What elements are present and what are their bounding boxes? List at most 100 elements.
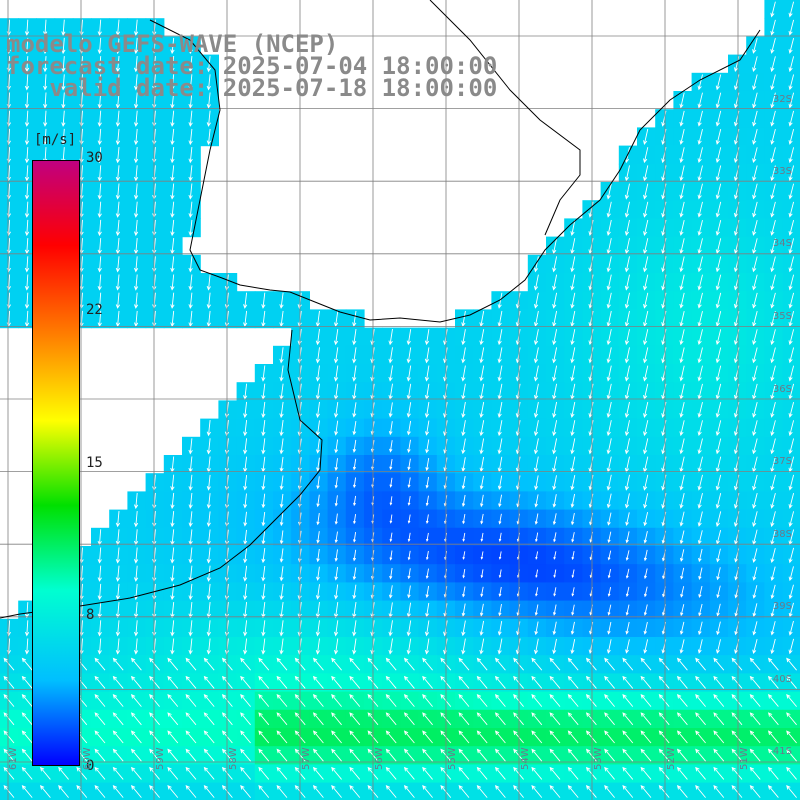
wind-arrow [206, 110, 211, 127]
wind-arrow [462, 551, 466, 560]
wind-arrow [697, 274, 703, 291]
wind-arrow [752, 165, 758, 182]
wind-arrow [788, 566, 794, 582]
wind-arrow [21, 730, 33, 744]
wind-arrow [476, 785, 488, 798]
wind-arrow [588, 493, 594, 509]
wind-arrow [770, 547, 776, 564]
wind-arrow [188, 256, 193, 273]
wind-arrow [333, 638, 339, 655]
wind-arrow [494, 712, 506, 726]
wind-arrow [788, 238, 795, 255]
wind-arrow [407, 568, 411, 580]
wind-arrow [497, 365, 503, 382]
wind-arrow [203, 730, 215, 744]
wind-arrow [679, 365, 685, 382]
wind-arrow [170, 183, 175, 200]
wind-arrow [752, 183, 758, 200]
wind-arrow [221, 657, 233, 671]
wind-arrow [570, 256, 576, 273]
wind-arrow [588, 219, 594, 236]
wind-arrow [461, 457, 466, 472]
wind-cell [782, 764, 800, 784]
wind-arrow [715, 474, 722, 491]
wind-arrow [315, 420, 320, 436]
wind-arrow [170, 128, 175, 146]
wind-arrow [625, 568, 630, 579]
wind-arrow [767, 675, 779, 689]
wind-arrow [643, 604, 648, 616]
wind-arrow [643, 420, 649, 437]
wind-arrow [676, 766, 688, 780]
lon-label-53w: 53W [593, 747, 604, 770]
wind-arrow [388, 638, 393, 655]
wind-arrow [643, 219, 649, 236]
wind-arrow [21, 785, 33, 798]
wind-arrow [188, 492, 193, 509]
wind-arrow [279, 493, 284, 509]
wind-arrow [312, 785, 324, 798]
wind-arrow [461, 365, 466, 382]
wind-arrow [658, 766, 670, 780]
wind-cell [782, 709, 800, 729]
wind-arrow [585, 785, 597, 798]
wind-arrow [640, 675, 652, 689]
wind-arrow [352, 329, 357, 346]
wind-arrow [752, 603, 758, 618]
wind-arrow [480, 494, 484, 508]
wind-arrow [279, 365, 284, 382]
colorbar-tick-15: 15 [86, 455, 103, 471]
wind-arrow [788, 37, 795, 54]
wind-arrow [588, 401, 594, 418]
wind-arrow [3, 766, 15, 780]
wind-arrow [552, 475, 557, 491]
wind-arrow [188, 56, 193, 73]
wind-arrow [133, 183, 139, 200]
wind-arrow [349, 675, 361, 689]
wind-arrow [549, 712, 561, 726]
wind-arrow [552, 256, 558, 273]
wind-arrow [552, 274, 558, 291]
wind-arrow [334, 566, 339, 581]
wind-arrow [389, 532, 393, 543]
wind-arrow [407, 458, 411, 471]
wind-arrow [494, 730, 506, 744]
wind-arrow [625, 531, 630, 544]
wind-arrow [315, 329, 320, 346]
wind-arrow [567, 694, 579, 707]
wind-arrow [349, 657, 361, 671]
wind-arrow [770, 566, 776, 581]
wind-arrow [424, 347, 430, 364]
wind-arrow [533, 365, 539, 382]
wind-arrow [279, 347, 284, 364]
wind-arrow [698, 548, 703, 563]
wind-arrow [770, 238, 776, 255]
wind-arrow [549, 730, 561, 744]
wind-arrow [716, 548, 721, 563]
wind-arrow [643, 128, 649, 145]
wind-arrow [352, 421, 357, 436]
wind-arrow [476, 748, 488, 762]
wind-arrow [385, 712, 397, 726]
wind-arrow [43, 92, 48, 109]
wind-arrow [552, 438, 558, 455]
wind-arrow [679, 401, 685, 418]
wind-cell [18, 782, 37, 800]
wind-arrow [185, 785, 197, 798]
wind-arrow [607, 531, 612, 544]
wind-arrow [533, 438, 539, 455]
wind-arrow [697, 110, 703, 127]
wind-arrow [240, 785, 251, 798]
wind-arrow [24, 110, 30, 127]
wind-arrow [261, 401, 266, 419]
wind-arrow [185, 712, 197, 726]
wind-arrow [788, 92, 795, 109]
wind-arrow [406, 402, 412, 418]
wind-arrow [424, 620, 430, 637]
wind-arrow [715, 147, 722, 164]
wind-arrow [767, 748, 779, 762]
lat-label-39s: 39S [772, 601, 792, 612]
wind-arrow [24, 292, 30, 309]
wind-arrow [97, 219, 102, 237]
wind-arrow [661, 347, 667, 364]
